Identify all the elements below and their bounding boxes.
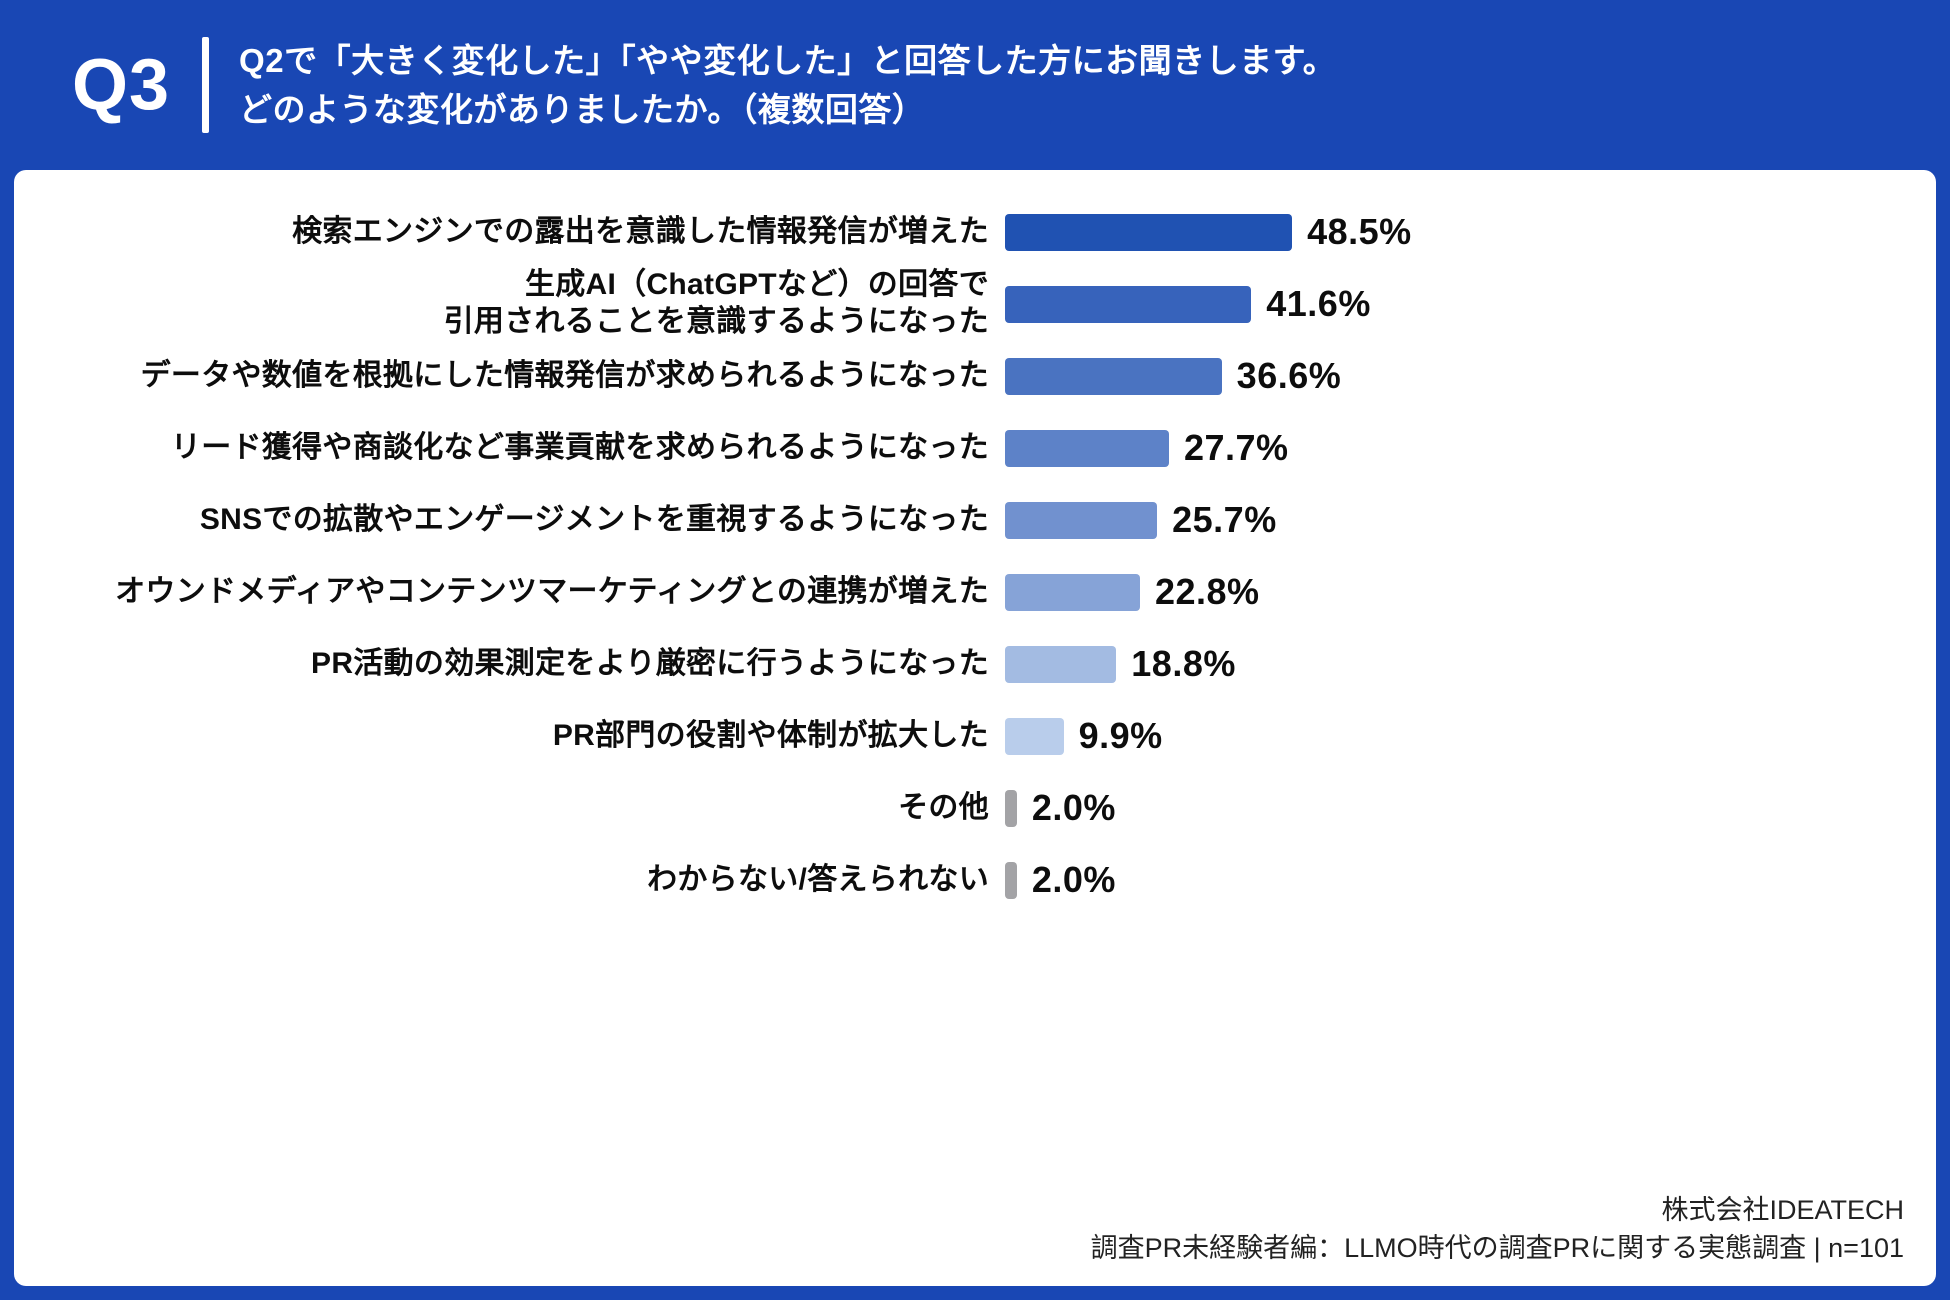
bar — [1005, 285, 1252, 323]
value-label: 2.0% — [1031, 859, 1116, 900]
value-label: 41.6% — [1266, 283, 1371, 324]
header-divider — [202, 37, 210, 133]
value-label: 25.7% — [1172, 499, 1277, 540]
bar — [1005, 717, 1064, 755]
bar-track: 9.9% — [1005, 715, 1936, 757]
bar — [1005, 645, 1117, 683]
bar — [1005, 429, 1169, 467]
bar — [1005, 213, 1293, 251]
chart-footer: 株式会社IDEATECH 調査PR未経験者編：LLMO時代の調査PRに関する実態… — [1091, 1192, 1904, 1268]
question-header: Q3 Q2で「大きく変化した」「やや変化した」と回答した方にお聞きします。 どの… — [0, 0, 1950, 170]
category-label: オウンドメディアやコンテンツマーケティングとの連携が増えた — [115, 574, 989, 608]
category-label: データや数値を根拠にした情報発信が求められるようになった — [140, 358, 989, 392]
chart-row: 生成AI（ChatGPTなど）の回答で 引用されることを意識するようになった 41… — [14, 268, 1936, 340]
value-label: 27.7% — [1183, 427, 1289, 468]
bar — [1005, 789, 1017, 827]
category-label: 生成AI（ChatGPTなど）の回答で 引用されることを意識するようになった — [443, 268, 989, 338]
bar-track: 48.5% — [1005, 211, 1936, 253]
question-number: Q3 — [72, 45, 171, 125]
chart-row: PR部門の役割や体制が拡大した 9.9% — [14, 700, 1936, 772]
chart-row: わからない/答えられない 2.0% — [14, 844, 1936, 916]
chart-row: SNSでの拡散やエンゲージメントを重視するようになった 25.7% — [14, 484, 1936, 556]
chart-row: リード獲得や商談化など事業貢献を求められるようになった 27.7% — [14, 412, 1936, 484]
chart-card: 検索エンジンでの露出を意識した情報発信が増えた 48.5% 生成AI（ChatGPT… — [14, 170, 1936, 1286]
bar-track: 36.6% — [1005, 355, 1936, 397]
value-label: 18.8% — [1131, 643, 1236, 684]
bar-track: 2.0% — [1005, 787, 1936, 829]
chart-row: その他 2.0% — [14, 772, 1936, 844]
chart-row: オウンドメディアやコンテンツマーケティングとの連携が増えた 22.8% — [14, 556, 1936, 628]
survey-source: 調査PR未経験者編：LLMO時代の調査PRに関する実態調査 | n=101 — [1090, 1233, 1904, 1264]
bar-track: 41.6% — [1005, 283, 1936, 325]
category-label: PR活動の効果測定をより厳密に行うようになった — [311, 646, 989, 680]
category-label: リード獲得や商談化など事業貢献を求められるようになった — [170, 430, 989, 464]
chart-row: 検索エンジンでの露出を意識した情報発信が増えた 48.5% — [14, 196, 1936, 268]
value-label: 2.0% — [1031, 787, 1116, 828]
category-label: SNSでの拡散やエンゲージメントを重視するようになった — [199, 502, 989, 536]
bar — [1005, 573, 1140, 611]
category-label: わからない/答えられない — [647, 862, 989, 896]
category-label: その他 — [898, 790, 989, 824]
question-text: Q2で「大きく変化した」「やや変化した」と回答した方にお聞きします。 どのような… — [239, 36, 1336, 135]
question-line-2: どのような変化がありましたか。（複数回答） — [239, 91, 926, 128]
bar-track: 18.8% — [1005, 643, 1936, 685]
chart-row: PR活動の効果測定をより厳密に行うようになった 18.8% — [14, 628, 1936, 700]
bar — [1005, 861, 1017, 899]
bar-track: 2.0% — [1005, 859, 1936, 901]
value-label: 22.8% — [1154, 571, 1260, 612]
chart-row: データや数値を根拠にした情報発信が求められるようになった 36.6% — [14, 340, 1936, 412]
category-label: 検索エンジンでの露出を意識した情報発信が増えた — [292, 214, 989, 248]
bar-track: 22.8% — [1005, 571, 1936, 613]
bar — [1005, 357, 1222, 395]
bar-track: 25.7% — [1005, 499, 1936, 541]
question-line-1: Q2で「大きく変化した」「やや変化した」と回答した方にお聞きします。 — [239, 41, 1337, 79]
value-label: 36.6% — [1236, 355, 1342, 396]
value-label: 48.5% — [1307, 211, 1412, 252]
value-label: 9.9% — [1078, 715, 1163, 756]
bar-track: 27.7% — [1005, 427, 1936, 469]
bar — [1005, 501, 1158, 539]
category-label: PR部門の役割や体制が拡大した — [552, 718, 989, 752]
company-name: 株式会社IDEATECH — [1661, 1195, 1904, 1226]
bar-chart: 検索エンジンでの露出を意識した情報発信が増えた 48.5% 生成AI（ChatGPT… — [14, 196, 1936, 916]
